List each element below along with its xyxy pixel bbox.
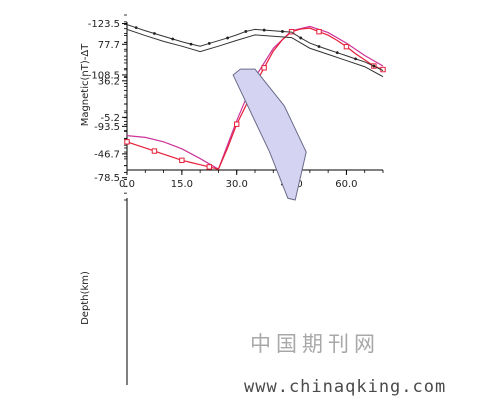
- profile-marker: [372, 64, 376, 68]
- depth-y-tick-label: -78.5: [94, 173, 120, 184]
- profile-marker: [207, 42, 211, 45]
- observed-marker: [124, 139, 130, 145]
- magnetic-y-axis-title: Magnetic(nT)-ΔT: [80, 43, 91, 126]
- depth-y-axis-title: Depth(km): [80, 271, 91, 325]
- observed-marker: [234, 121, 240, 127]
- profile-marker: [354, 57, 357, 61]
- depth-y-tick-label: -93.5: [94, 122, 120, 133]
- profile-line-upper: [126, 24, 384, 71]
- profile-marker: [281, 30, 284, 33]
- profile-marker: [335, 51, 339, 55]
- magnetic-x-tick-label: 60.0: [335, 179, 357, 190]
- observed-marker: [343, 43, 350, 50]
- magnetic-x-tick-label: 0.0: [119, 179, 135, 190]
- magnetic-y-ticks: 77.7 36.2 -5.2 -46.7: [94, 24, 127, 166]
- profile-marker: [189, 42, 193, 46]
- depth-chart: Depth(km) -123.5 -108.5 -93.5 -78.5: [80, 14, 384, 385]
- depth-y-tick-label: -108.5: [88, 70, 120, 81]
- watermark-cn: 中国期刊网: [250, 332, 380, 356]
- profile-marker: [226, 36, 229, 40]
- profile-marker: [134, 26, 138, 30]
- depth-series: [126, 24, 384, 78]
- profile-line-lower: [126, 28, 384, 78]
- magnetic-y-tick-label: -5.2: [100, 113, 120, 124]
- causative-body: [232, 68, 307, 201]
- profile-marker: [262, 28, 266, 32]
- profile-marker: [171, 37, 175, 41]
- magnetic-x-tick-label: 15.0: [171, 179, 193, 190]
- magnetic-y-tick-label: 77.7: [98, 40, 120, 51]
- depth-body: [232, 68, 307, 201]
- profile-marker: [317, 45, 321, 48]
- observed-marker: [179, 157, 185, 164]
- depth-y-ticks: -123.5 -108.5 -93.5 -78.5: [88, 14, 127, 201]
- profile-marker: [299, 36, 303, 40]
- magnetic-y-tick-label: 36.2: [98, 76, 120, 87]
- magnetic-y-tick-label: -46.7: [94, 149, 120, 160]
- profile-marker: [153, 32, 156, 35]
- observed-marker: [151, 148, 158, 154]
- observed-marker: [261, 65, 267, 71]
- magnetic-x-tick-label: 30.0: [226, 179, 248, 190]
- depth-y-tick-label: -123.5: [88, 19, 120, 30]
- observed-marker: [206, 164, 212, 170]
- watermark-url: www.chinaqking.com: [244, 377, 446, 397]
- observed-marker: [316, 28, 322, 35]
- profile-marker: [244, 30, 248, 33]
- magnetic-chart: Magnetic(nT)-ΔT 77.7 36.2 -5.2 -46.7 0.0 15.…: [80, 22, 386, 190]
- magnetic-x-ticks: 0.015.030.045.060.0: [119, 170, 384, 190]
